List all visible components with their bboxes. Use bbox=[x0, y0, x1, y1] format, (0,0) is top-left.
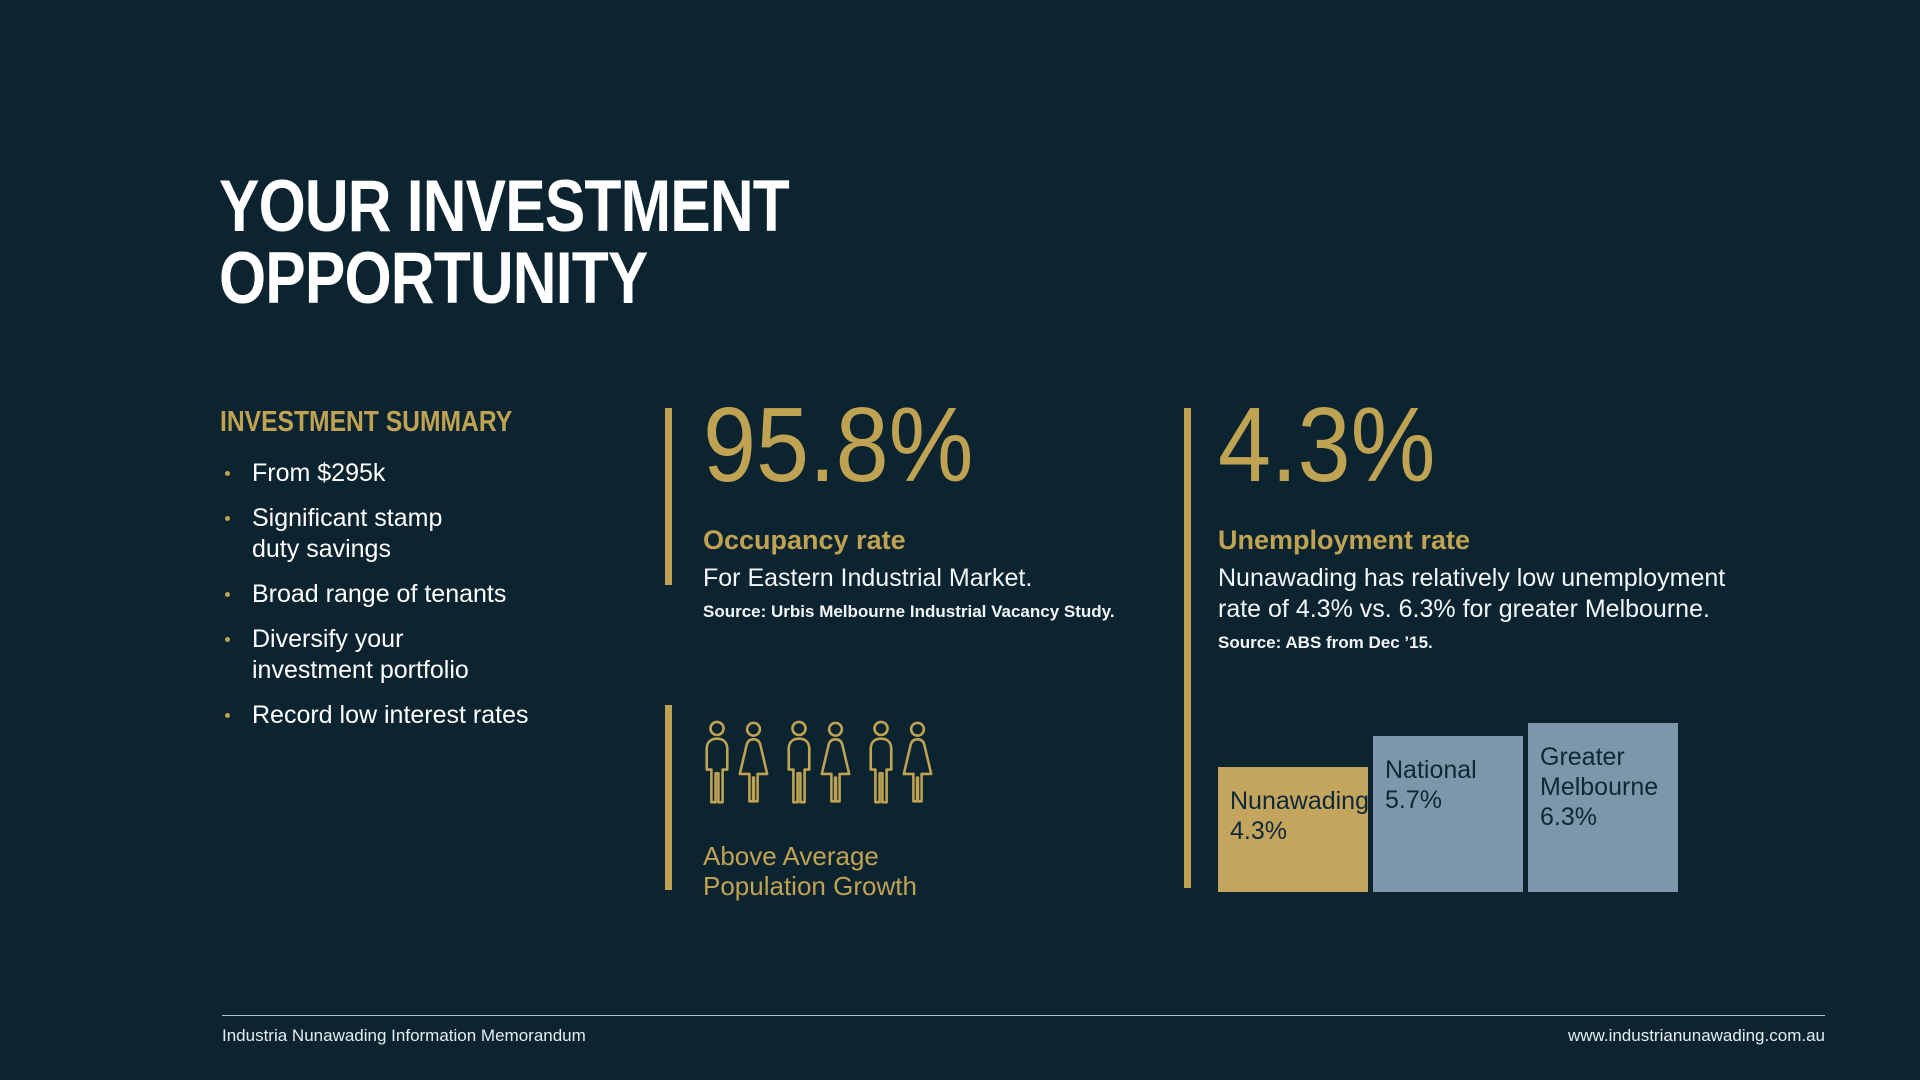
summary-item: Diversify your investment portfolio bbox=[220, 624, 540, 686]
footer-website-link: www.industrianunawading.com.au bbox=[1567, 1026, 1825, 1045]
woman-icon bbox=[738, 721, 769, 803]
occupancy-stat-block: 95.8% Occupancy rate For Eastern Industr… bbox=[665, 392, 1185, 623]
chart-bar-national: National 5.7% bbox=[1373, 736, 1523, 892]
woman-icon bbox=[902, 721, 933, 803]
occupancy-label: Occupancy rate bbox=[703, 525, 906, 555]
footer-document-name: Industria Nunawading Information Memoran… bbox=[222, 1026, 586, 1045]
population-block: Above Average Population Growth bbox=[665, 705, 1065, 905]
gold-rule-unemployment bbox=[1184, 408, 1191, 888]
page-title-line2: OPPORTUNITY bbox=[219, 238, 648, 319]
man-icon bbox=[869, 720, 893, 804]
unemployment-description: Nunawading has relatively low unemployme… bbox=[1218, 564, 1726, 623]
unemployment-chart: Nunawading 4.3% National 5.7% Greater Melb… bbox=[1218, 723, 1678, 892]
summary-item: Broad range of tenants bbox=[220, 579, 540, 610]
occupancy-value: 95.8% bbox=[703, 386, 974, 504]
unemployment-source: Source: ABS from Dec ’15. bbox=[1218, 633, 1433, 652]
occupancy-description: For Eastern Industrial Market. bbox=[703, 564, 1033, 592]
unemployment-label: Unemployment rate bbox=[1218, 525, 1471, 555]
gold-rule-population bbox=[665, 705, 672, 890]
people-icons-row bbox=[703, 717, 933, 809]
summary-item: Record low interest rates bbox=[220, 700, 540, 731]
unemployment-stat-block: 4.3% Unemployment rate Nunawading has re… bbox=[1184, 392, 1744, 892]
man-icon bbox=[705, 720, 729, 804]
footer-divider bbox=[222, 1015, 1825, 1016]
man-icon bbox=[787, 720, 811, 804]
summary-item: Significant stamp duty savings bbox=[220, 503, 540, 565]
summary-item: From $295k bbox=[220, 458, 540, 489]
investment-summary-heading: INVESTMENT SUMMARY bbox=[220, 406, 513, 438]
page-title: YOUR INVESTMENT OPPORTUNITY bbox=[219, 166, 906, 319]
chart-bar-greater: Greater Melbourne 6.3% bbox=[1528, 723, 1678, 892]
population-caption: Above Average Population Growth bbox=[703, 841, 917, 901]
chart-bar-nunawading: Nunawading 4.3% bbox=[1218, 767, 1369, 892]
gold-rule-occupancy bbox=[665, 408, 672, 585]
unemployment-value: 4.3% bbox=[1218, 386, 1436, 504]
summary-list: From $295k Significant stamp duty savings… bbox=[220, 458, 540, 745]
page-title-line1: YOUR INVESTMENT bbox=[219, 166, 790, 247]
occupancy-source: Source: Urbis Melbourne Industrial Vacan… bbox=[703, 602, 1115, 621]
woman-icon bbox=[820, 721, 851, 803]
